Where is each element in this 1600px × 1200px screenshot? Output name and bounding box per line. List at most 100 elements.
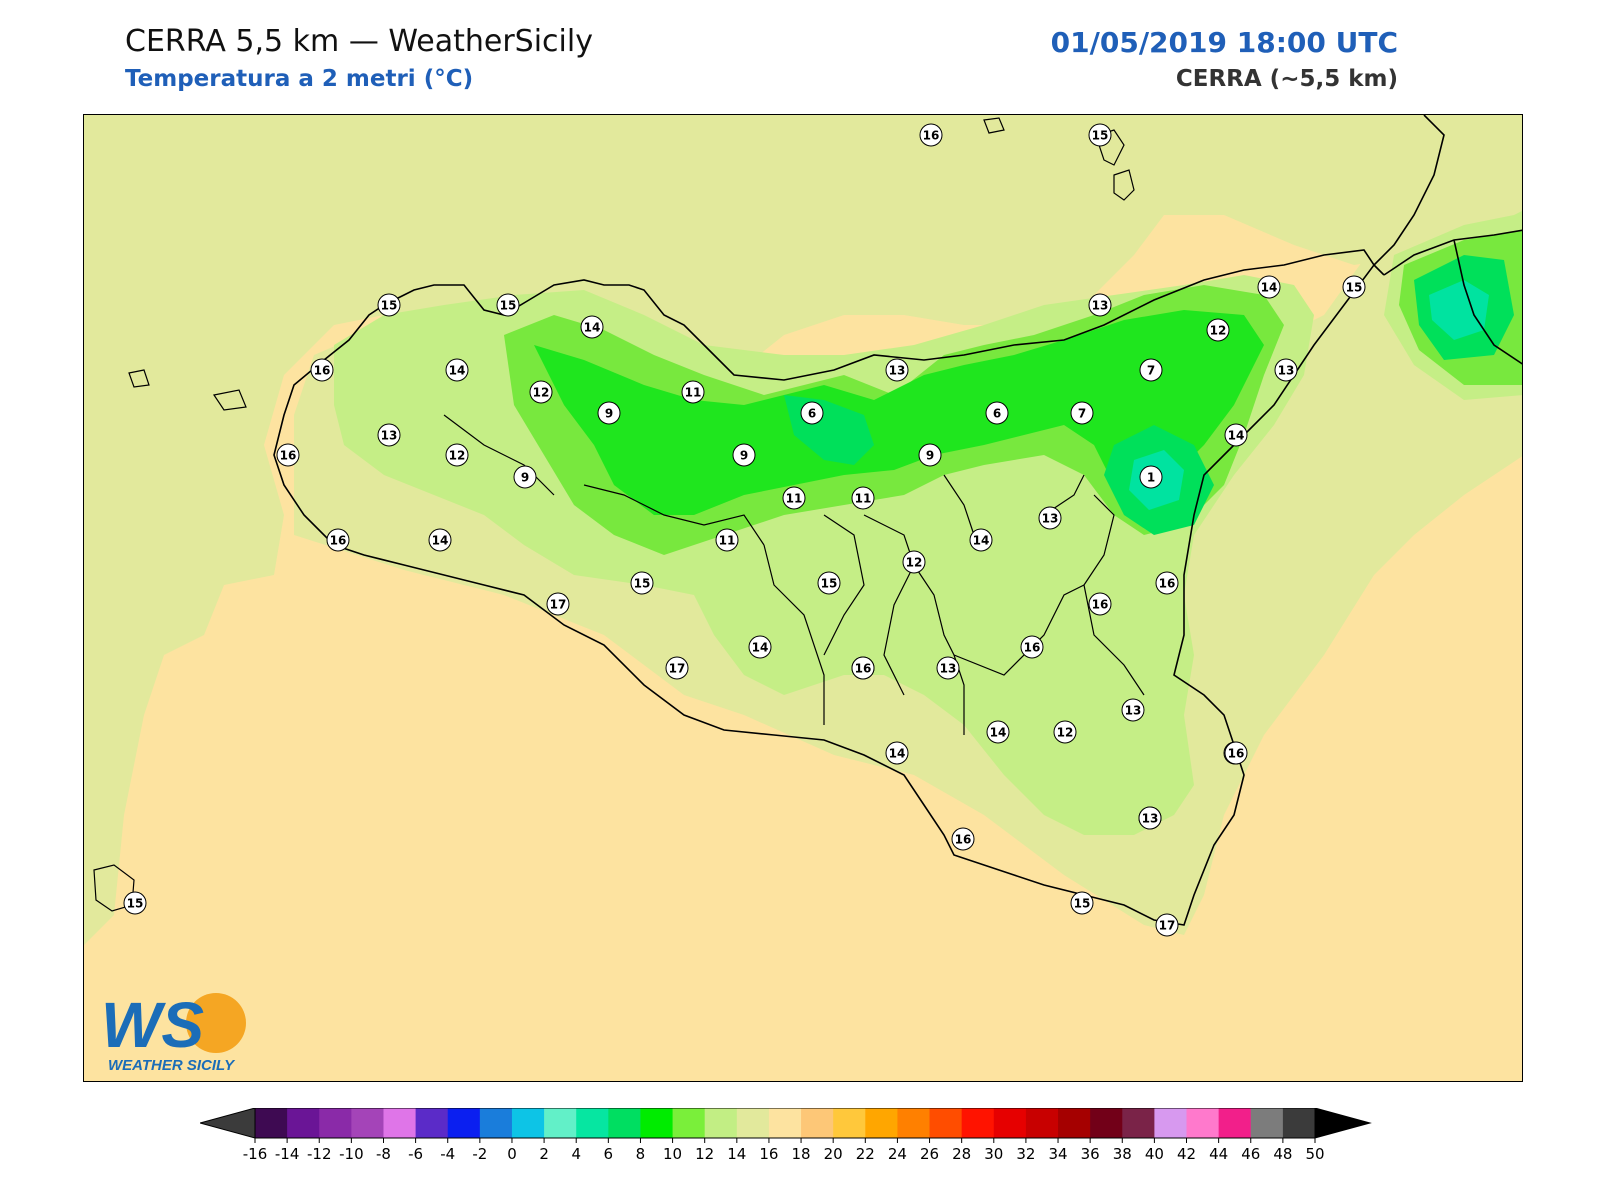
station-temperature-label: 12 [906,556,923,570]
station-temperature-label: 7 [1078,407,1086,421]
colorbar-tick-label: 46 [1241,1145,1260,1163]
station-temperature-label: 16 [314,364,331,378]
colorbar-tick-label: 26 [920,1145,939,1163]
station-marker: 12 [1053,720,1077,744]
station-marker: 16 [919,123,943,147]
station-marker: 13 [377,423,401,447]
station-temperature-label: 14 [449,364,466,378]
station-marker: 15 [1088,123,1112,147]
station-marker: 12 [445,443,469,467]
map-subtitle: Temperatura a 2 metri (°C) [125,66,474,92]
station-temperature-label: 16 [1228,747,1245,761]
station-temperature-label: 17 [669,662,686,676]
station-temperature-label: 13 [940,662,957,676]
station-marker-circle [851,656,875,680]
logo-mark-text: WS [101,989,204,1061]
colorbar-tick-label: 16 [759,1145,778,1163]
station-marker-circle [985,401,1009,425]
station-temperature-label: 14 [1228,429,1245,443]
colorbar-tick-label: 0 [507,1145,517,1163]
station-marker-circle [951,827,975,851]
station-temperature-label: 16 [855,662,872,676]
station-marker-circle [986,720,1010,744]
station-temperature-label: 13 [889,364,906,378]
station-marker-circle [1257,275,1281,299]
station-marker: 6 [800,401,824,425]
colorbar-segment [1058,1108,1091,1138]
station-marker-circle [1070,891,1094,915]
station-temperature-label: 9 [740,449,748,463]
station-temperature-label: 15 [634,577,651,591]
station-marker-circle [1274,358,1298,382]
colorbar-segment [383,1108,417,1138]
station-marker: 14 [1257,275,1281,299]
station-temperature-label: 11 [855,492,872,506]
colorbar-segment [511,1108,545,1138]
colorbar-tick-label: 8 [636,1145,646,1163]
colorbar-segment [255,1108,288,1138]
station-marker-circle [546,592,570,616]
station-marker: 15 [123,891,147,915]
colorbar-segment [447,1108,481,1138]
station-marker-circle [377,293,401,317]
colorbar-tick-label: 32 [1016,1145,1035,1163]
station-temperature-label: 13 [1042,512,1059,526]
station-marker: 15 [1342,275,1366,299]
station-temperature-label: 13 [1142,812,1159,826]
station-temperature-label: 11 [786,492,803,506]
station-marker-circle [851,486,875,510]
colorbar-max-arrow [1314,1108,1372,1139]
colorbar-segment [961,1108,995,1138]
colorbar-tick-label: -4 [440,1145,455,1163]
station-temperature-label: 12 [533,386,550,400]
station-marker: 13 [1138,806,1162,830]
station-marker: 14 [445,358,469,382]
colorbar-tick-label: 4 [571,1145,581,1163]
colorbar-tick-label: 38 [1113,1145,1132,1163]
station-marker-circle [1342,275,1366,299]
egadi-islands [128,369,247,411]
station-marker-circle [800,401,824,425]
station-marker: 17 [665,656,689,680]
colorbar-tick-label: 48 [1273,1145,1292,1163]
station-markers: 16 15 15 15 14 16 14 12 11 13 15 14 12 13 9 6 6 7 7 13 13 16 1… [123,123,1366,937]
station-temperature-label: 14 [584,321,601,335]
station-marker-circle [1139,465,1163,489]
station-marker: 16 [1088,592,1112,616]
station-marker: 14 [1224,423,1248,447]
station-marker-circle [748,635,772,659]
station-temperature-label: 16 [330,534,347,548]
station-temperature-label: 6 [808,407,816,421]
station-temperature-label: 13 [381,429,398,443]
station-marker-circle [326,528,350,552]
colorbar-tick-label: 34 [1048,1145,1067,1163]
station-marker: 16 [276,443,300,467]
colorbar-tick-label: 12 [695,1145,714,1163]
temperature-band-10 [534,310,1264,515]
colorbar-segment [865,1108,898,1138]
station-marker-circle [529,380,553,404]
forecast-datetime: 01/05/2019 18:00 UTC [1050,26,1398,59]
station-marker: 14 [580,315,604,339]
colorbar-segment [993,1108,1027,1138]
colorbar-tick-label: -6 [408,1145,423,1163]
station-temperature-label: 11 [719,534,736,548]
station-marker-circle [597,401,621,425]
station-marker: 17 [546,592,570,616]
station-marker-circle [630,571,654,595]
station-temperature-label: 14 [990,726,1007,740]
colorbar-tick-label: 36 [1081,1145,1100,1163]
station-marker: 15 [630,571,654,595]
station-marker-circle [918,443,942,467]
station-marker: 16 [310,358,334,382]
station-temperature-label: 16 [923,129,940,143]
colorbar-tick-label: 18 [792,1145,811,1163]
colorbar-segment [768,1108,802,1138]
station-marker-circle [1020,635,1044,659]
colorbar-segment [833,1108,866,1138]
station-marker: 14 [986,720,1010,744]
colorbar-tick-label: 2 [539,1145,549,1163]
station-marker-circle [1206,318,1230,342]
colorbar-segment [576,1108,609,1138]
station-marker: 9 [732,443,756,467]
